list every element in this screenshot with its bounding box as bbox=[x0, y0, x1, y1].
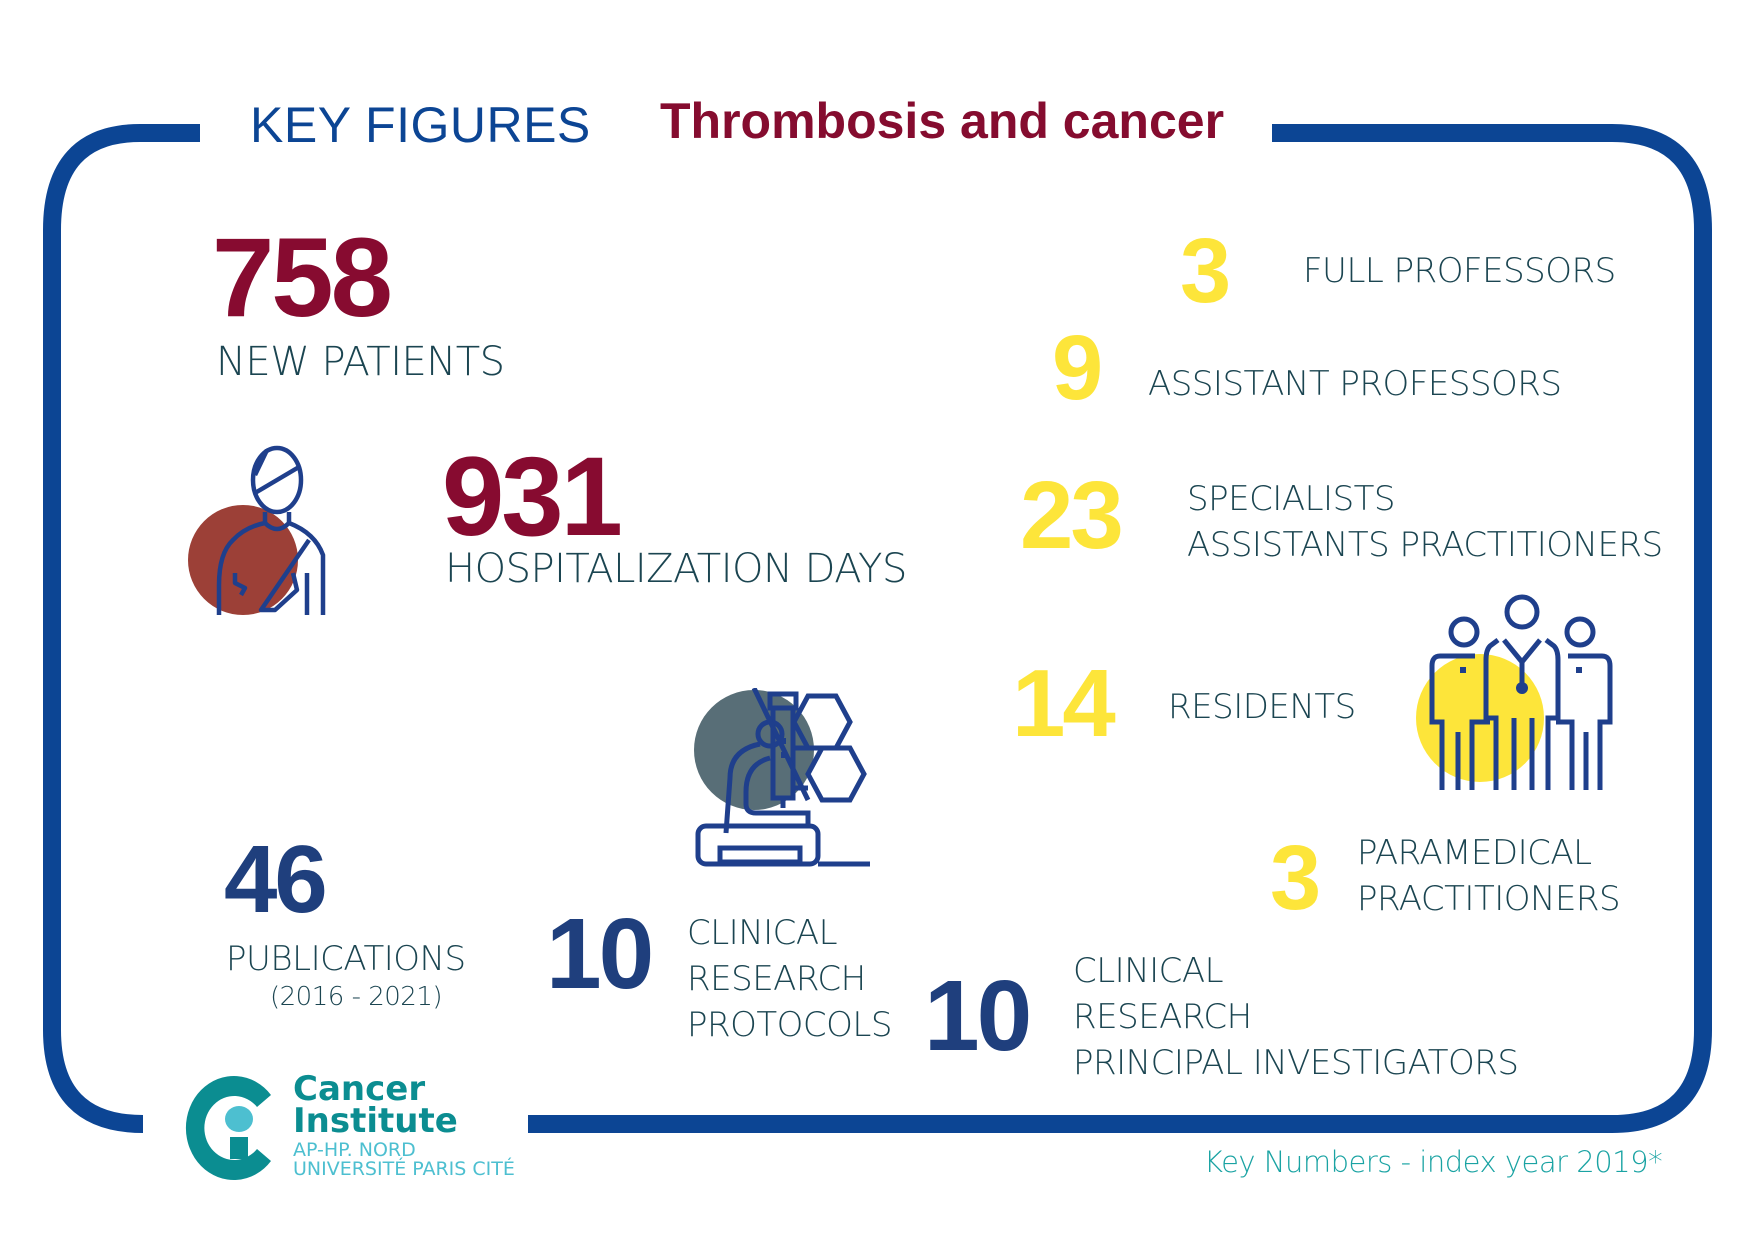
injured-patient-icon bbox=[188, 445, 326, 615]
footer-note: Key Numbers - index year 2019* bbox=[1204, 1145, 1663, 1179]
cancer-institute-logo: Cancer Institute AP-HP. NORD UNIVERSITÉ … bbox=[183, 1069, 515, 1185]
page-title: KEY FIGURES bbox=[250, 97, 591, 153]
assistant-professors-label: ASSISTANT PROFESSORS bbox=[1148, 364, 1562, 404]
full-professors-label: FULL PROFESSORS bbox=[1303, 251, 1616, 291]
new-patients-value: 758 bbox=[212, 215, 393, 340]
specialists-label-line1: SPECIALISTS bbox=[1187, 479, 1395, 519]
investigators-value: 10 bbox=[924, 960, 1032, 1072]
protocols-label-line2: RESEARCH bbox=[687, 959, 866, 999]
protocols-value: 10 bbox=[546, 898, 654, 1010]
paramedical-label-line1: PARAMEDICAL bbox=[1357, 833, 1592, 873]
protocols-label: CLINICAL RESEARCH PROTOCOLS bbox=[687, 910, 892, 1048]
residents-label: RESIDENTS bbox=[1168, 687, 1356, 727]
specialists-value: 23 bbox=[1020, 462, 1124, 569]
logo-text-institute: Institute bbox=[293, 1101, 458, 1141]
paramedical-label: PARAMEDICAL PRACTITIONERS bbox=[1357, 830, 1621, 922]
investigators-label-line1: CLINICAL bbox=[1073, 951, 1224, 991]
new-patients-label: NEW PATIENTS bbox=[216, 339, 505, 385]
investigators-label-line3: PRINCIPAL INVESTIGATORS bbox=[1073, 1043, 1519, 1083]
full-professors-value: 3 bbox=[1180, 220, 1231, 322]
protocols-label-line1: CLINICAL bbox=[687, 913, 838, 953]
medical-team-icon bbox=[1416, 594, 1613, 790]
logo-text-aphp: AP-HP. NORD bbox=[293, 1139, 416, 1161]
specialists-label: SPECIALISTS ASSISTANTS PRACTITIONERS bbox=[1187, 476, 1663, 568]
page-subtitle: Thrombosis and cancer bbox=[660, 93, 1225, 149]
investigators-label: CLINICAL RESEARCH PRINCIPAL INVESTIGATOR… bbox=[1073, 948, 1519, 1086]
protocols-label-line3: PROTOCOLS bbox=[687, 1005, 892, 1045]
logo-text-universite: UNIVERSITÉ PARIS CITÉ bbox=[293, 1158, 515, 1180]
hospitalization-days-label: HOSPITALIZATION DAYS bbox=[445, 546, 907, 592]
paramedical-value: 3 bbox=[1270, 827, 1321, 929]
publications-label: PUBLICATIONS bbox=[226, 939, 466, 979]
paramedical-label-line2: PRACTITIONERS bbox=[1357, 879, 1621, 919]
publications-period: (2016 - 2021) bbox=[270, 982, 443, 1012]
logo-text-cancer: Cancer bbox=[293, 1069, 426, 1109]
microscope-icon bbox=[694, 688, 870, 867]
investigators-label-line2: RESEARCH bbox=[1073, 997, 1252, 1037]
hospitalization-days-value: 931 bbox=[442, 434, 623, 559]
residents-value: 14 bbox=[1012, 650, 1116, 757]
assistant-professors-value: 9 bbox=[1052, 317, 1103, 419]
publications-value: 46 bbox=[224, 826, 328, 933]
specialists-label-line2: ASSISTANTS PRACTITIONERS bbox=[1187, 525, 1663, 565]
logo-mark-icon bbox=[185, 1076, 271, 1180]
